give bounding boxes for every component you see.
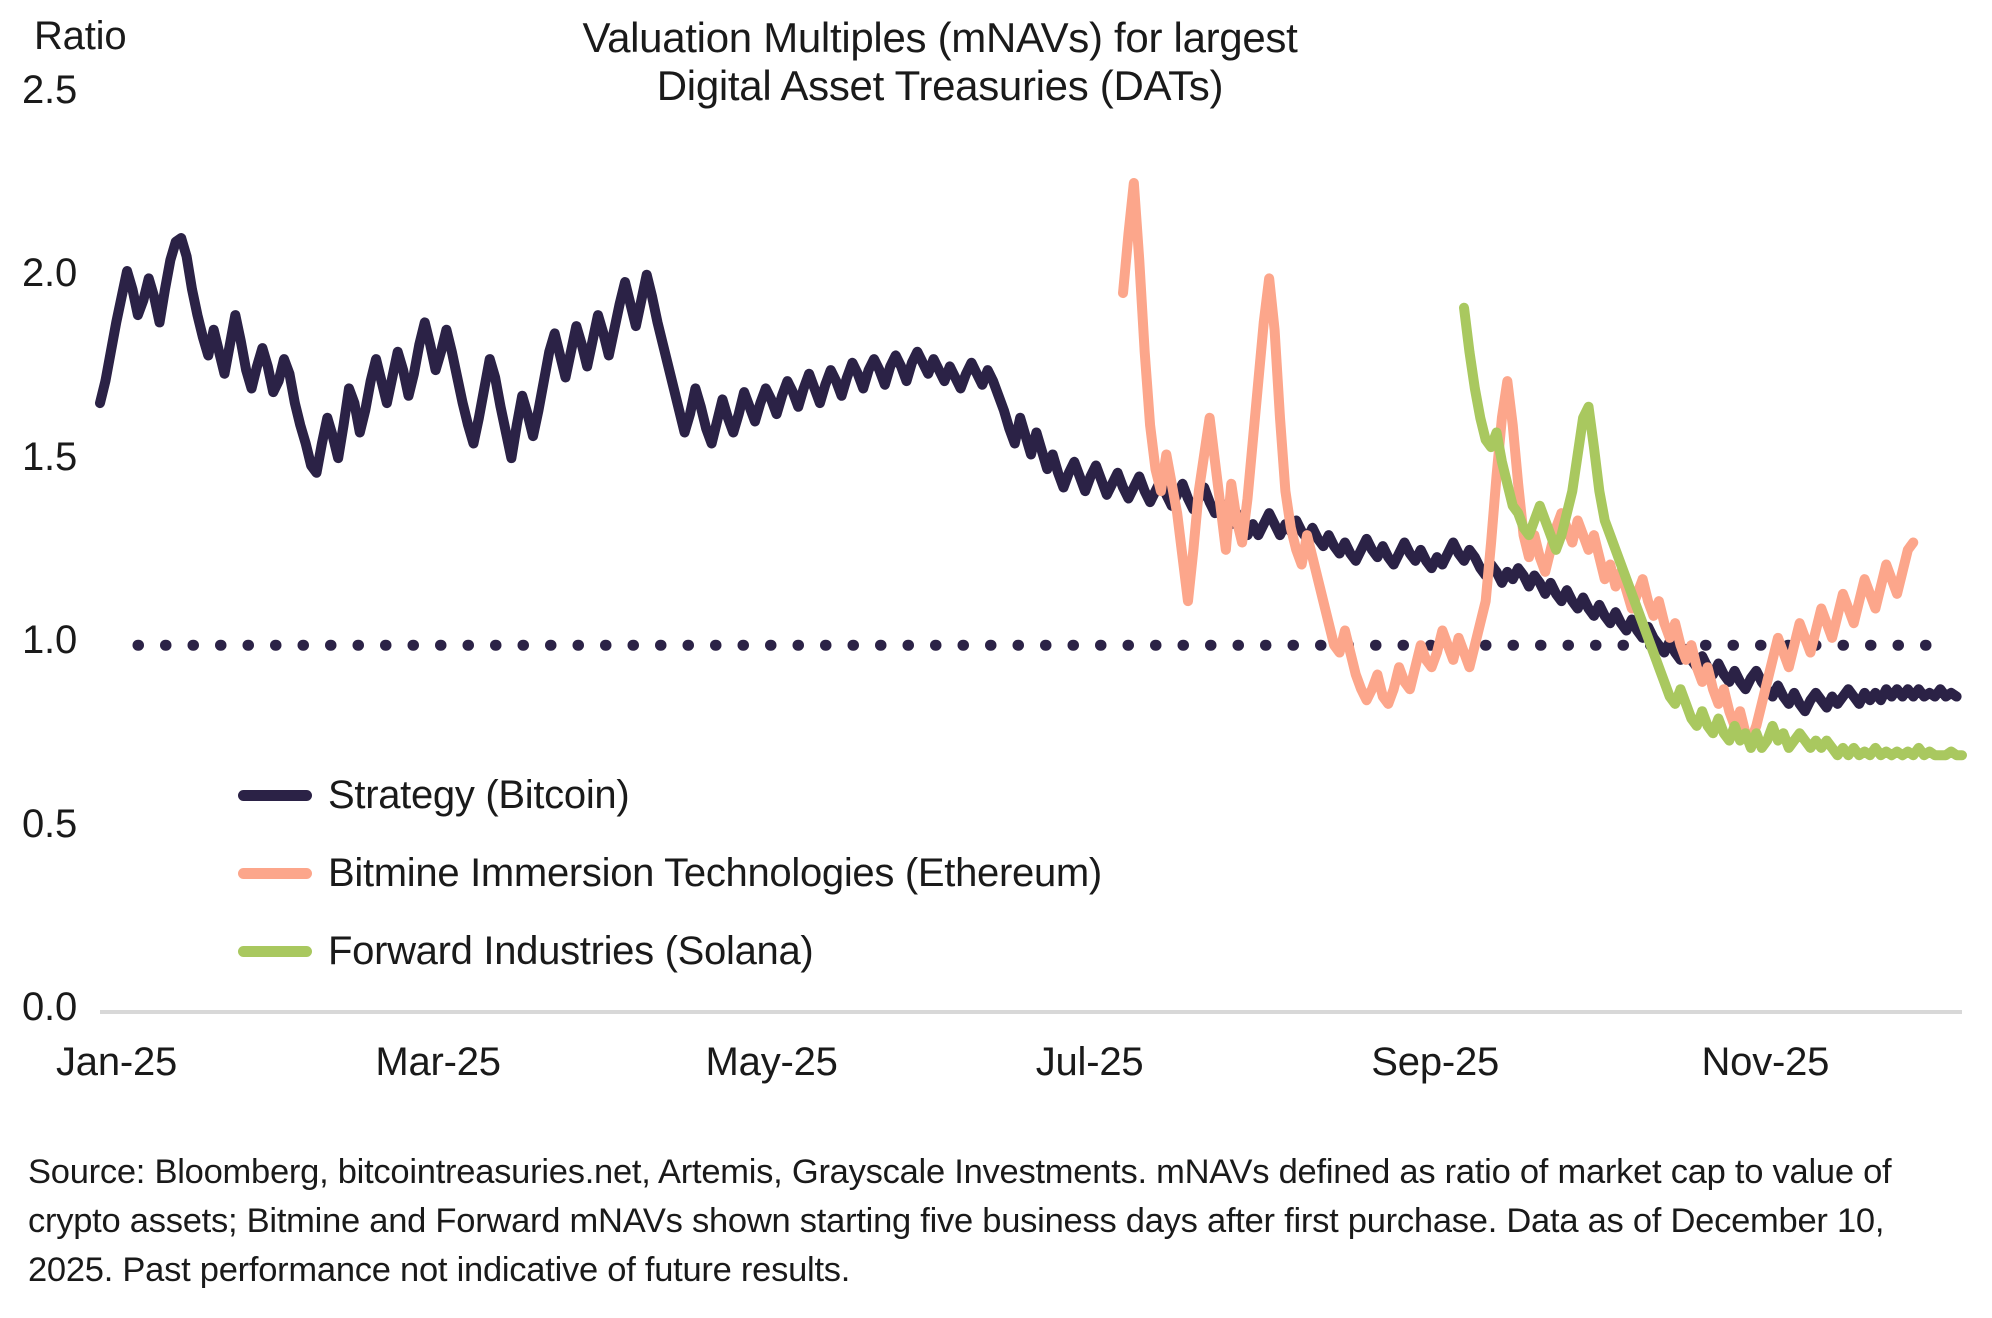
legend-label: Bitmine Immersion Technologies (Ethereum… xyxy=(328,850,1102,895)
legend-item-2[interactable]: Forward Industries (Solana) xyxy=(238,912,1102,990)
y-tick-0.0: 0.0 xyxy=(22,985,78,1029)
y-tick-1.5: 1.5 xyxy=(22,434,78,479)
legend-label: Forward Industries (Solana) xyxy=(328,928,814,973)
series-lines xyxy=(95,178,1967,761)
x-tick-May-25: May-25 xyxy=(705,1040,838,1084)
y-tick-0.5: 0.5 xyxy=(22,801,78,846)
x-tick-Sep-25: Sep-25 xyxy=(1371,1040,1500,1084)
legend-label: Strategy (Bitcoin) xyxy=(328,772,630,817)
y-axis-unit-label: Ratio xyxy=(34,14,127,58)
x-tick-Jul-25: Jul-25 xyxy=(1035,1040,1144,1084)
legend-swatch-icon xyxy=(238,867,312,879)
x-tick-Mar-25: Mar-25 xyxy=(375,1040,501,1084)
legend-swatch-icon xyxy=(238,945,312,957)
chart-title-line-1: Valuation Multiples (mNAVs) for largest xyxy=(582,14,1298,61)
legend-item-0[interactable]: Strategy (Bitcoin) xyxy=(238,756,1102,834)
legend-swatch-icon xyxy=(238,789,312,801)
legend-item-1[interactable]: Bitmine Immersion Technologies (Ethereum… xyxy=(238,834,1102,912)
series-line-1 xyxy=(1118,178,1919,746)
y-tick-2.5: 2.5 xyxy=(22,68,78,112)
x-tick-Jan-25: Jan-25 xyxy=(56,1040,178,1084)
chart-title-line-2: Digital Asset Treasuries (DATs) xyxy=(656,61,1224,109)
source-note: Source: Bloomberg, bitcointreasuries.net… xyxy=(28,1153,1892,1289)
series-line-2 xyxy=(1459,302,1967,761)
y-tick-2.0: 2.0 xyxy=(22,251,78,296)
x-tick-Nov-25: Nov-25 xyxy=(1701,1040,1830,1084)
chart-title: Valuation Multiples (mNAVs) for largest … xyxy=(300,14,1580,110)
y-tick-1.0: 1.0 xyxy=(22,618,78,663)
chart-legend: Strategy (Bitcoin) Bitmine Immersion Tech… xyxy=(238,756,1102,990)
